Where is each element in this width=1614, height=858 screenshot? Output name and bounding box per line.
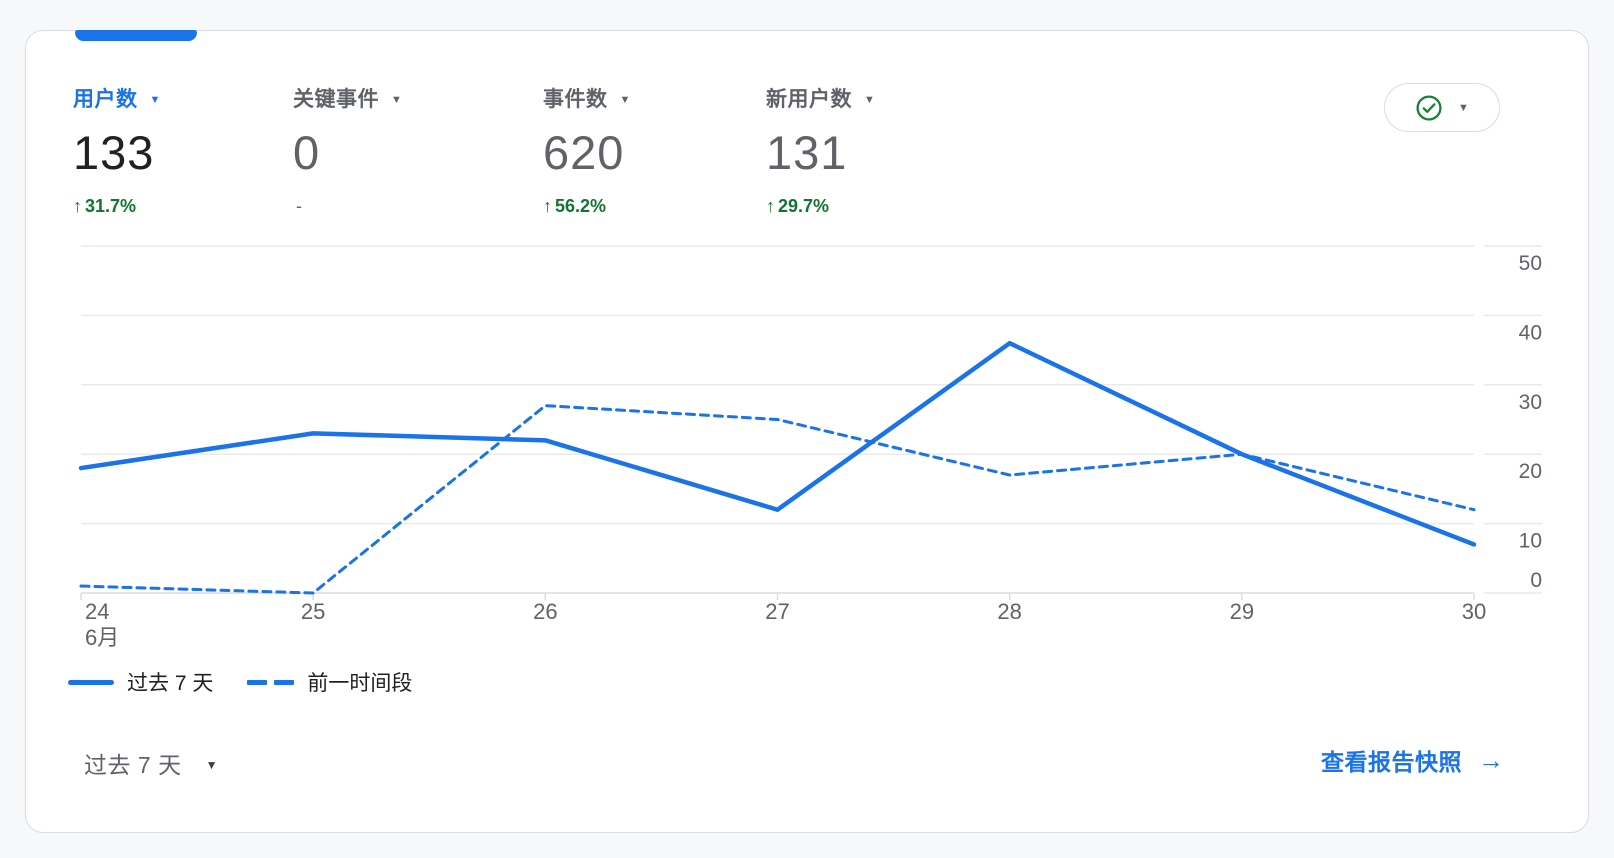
right-arrow-icon: → (1478, 744, 1504, 775)
dashed-line-swatch (247, 679, 295, 685)
metric-users-selector[interactable]: 用户数 ▼ (73, 83, 160, 113)
series-line-previous-period (79, 404, 1476, 595)
metric-new-users: 新用户数 ▼ 131 ↑ 29.7% (766, 83, 976, 217)
metric-change-value: 31.7% (85, 196, 137, 216)
metric-label: 新用户数 (766, 88, 852, 111)
x-axis-label: 26 (533, 599, 557, 624)
metric-event-count-selector[interactable]: 事件数 ▼ (543, 83, 630, 113)
metric-new-users-selector[interactable]: 新用户数 ▼ (766, 83, 875, 113)
metric-label: 关键事件 (293, 88, 379, 111)
chart-legend: 过去 7 天 前一时间段 (68, 667, 412, 697)
chevron-down-icon: ▼ (619, 93, 631, 106)
y-axis-label: 0 (1530, 569, 1542, 592)
chevron-down-icon: ▼ (864, 93, 875, 106)
date-range-selector[interactable]: 过去 7 天 ▼ (84, 746, 217, 780)
y-axis-label: 40 (1519, 321, 1542, 344)
metric-key-events-selector[interactable]: 关键事件 ▼ (293, 83, 402, 113)
legend-item-previous: 前一时间段 (247, 667, 412, 697)
view-report-snapshot-link[interactable]: 查看报告快照 → (1321, 743, 1504, 777)
x-axis-label: 27 (765, 599, 789, 624)
y-axis-label: 10 (1519, 530, 1542, 553)
chevron-down-icon: ▼ (391, 93, 402, 106)
line-chart: 0 10 20 30 40 50 24 6月 25 26 27 28 29 30 (56, 231, 1576, 661)
legend-label: 过去 7 天 (127, 672, 214, 695)
metric-value: 131 (766, 126, 848, 179)
up-arrow-icon: ↑ (543, 196, 552, 216)
x-axis-label: 25 (301, 599, 325, 624)
x-axis-label: 24 (85, 599, 109, 624)
analytics-overview-card: 用户数 ▼ 133 ↑ 31.7% 关键事件 ▼ 0 - 事件数 ▼ 620 ↑… (25, 30, 1589, 833)
metric-change-value: - (296, 196, 302, 216)
snapshot-link-label: 查看报告快照 (1321, 749, 1462, 775)
metric-change-value: 56.2% (555, 196, 607, 216)
y-axis-label: 20 (1519, 460, 1542, 483)
x-axis-label: 29 (1230, 599, 1254, 624)
metric-change: - (293, 196, 503, 217)
chevron-down-icon: ▼ (205, 758, 218, 772)
chevron-down-icon: ▼ (1458, 101, 1469, 114)
legend-label: 前一时间段 (307, 672, 413, 695)
active-tab-indicator[interactable] (75, 30, 197, 41)
up-arrow-icon: ↑ (73, 196, 82, 216)
metric-label: 用户数 (73, 88, 138, 111)
metric-value: 620 (543, 126, 625, 179)
metric-change: ↑ 56.2% (543, 196, 753, 217)
metric-key-events: 关键事件 ▼ 0 - (293, 83, 503, 217)
metric-event-count: 事件数 ▼ 620 ↑ 56.2% (543, 83, 753, 217)
metric-users: 用户数 ▼ 133 ↑ 31.7% (73, 83, 283, 217)
series-line-last-7-days (78, 340, 1477, 547)
y-axis-label: 30 (1519, 391, 1542, 414)
y-axis-label: 50 (1519, 252, 1542, 275)
x-axis-month-label: 6月 (85, 625, 119, 650)
metric-change: ↑ 29.7% (766, 196, 976, 217)
metric-change: ↑ 31.7% (73, 196, 283, 217)
x-axis-label: 28 (997, 599, 1021, 624)
chevron-down-icon: ▼ (149, 93, 161, 106)
data-quality-button[interactable]: ▼ (1384, 83, 1500, 132)
metric-value: 133 (73, 126, 155, 179)
solid-line-swatch (68, 679, 114, 685)
metric-label: 事件数 (543, 88, 608, 111)
metric-value: 0 (293, 126, 321, 179)
legend-item-current: 过去 7 天 (68, 667, 213, 697)
date-range-label: 过去 7 天 (84, 752, 182, 778)
x-axis-label: 30 (1462, 599, 1486, 624)
check-circle-icon (1416, 94, 1442, 121)
up-arrow-icon: ↑ (766, 196, 775, 216)
metric-change-value: 29.7% (778, 196, 830, 216)
